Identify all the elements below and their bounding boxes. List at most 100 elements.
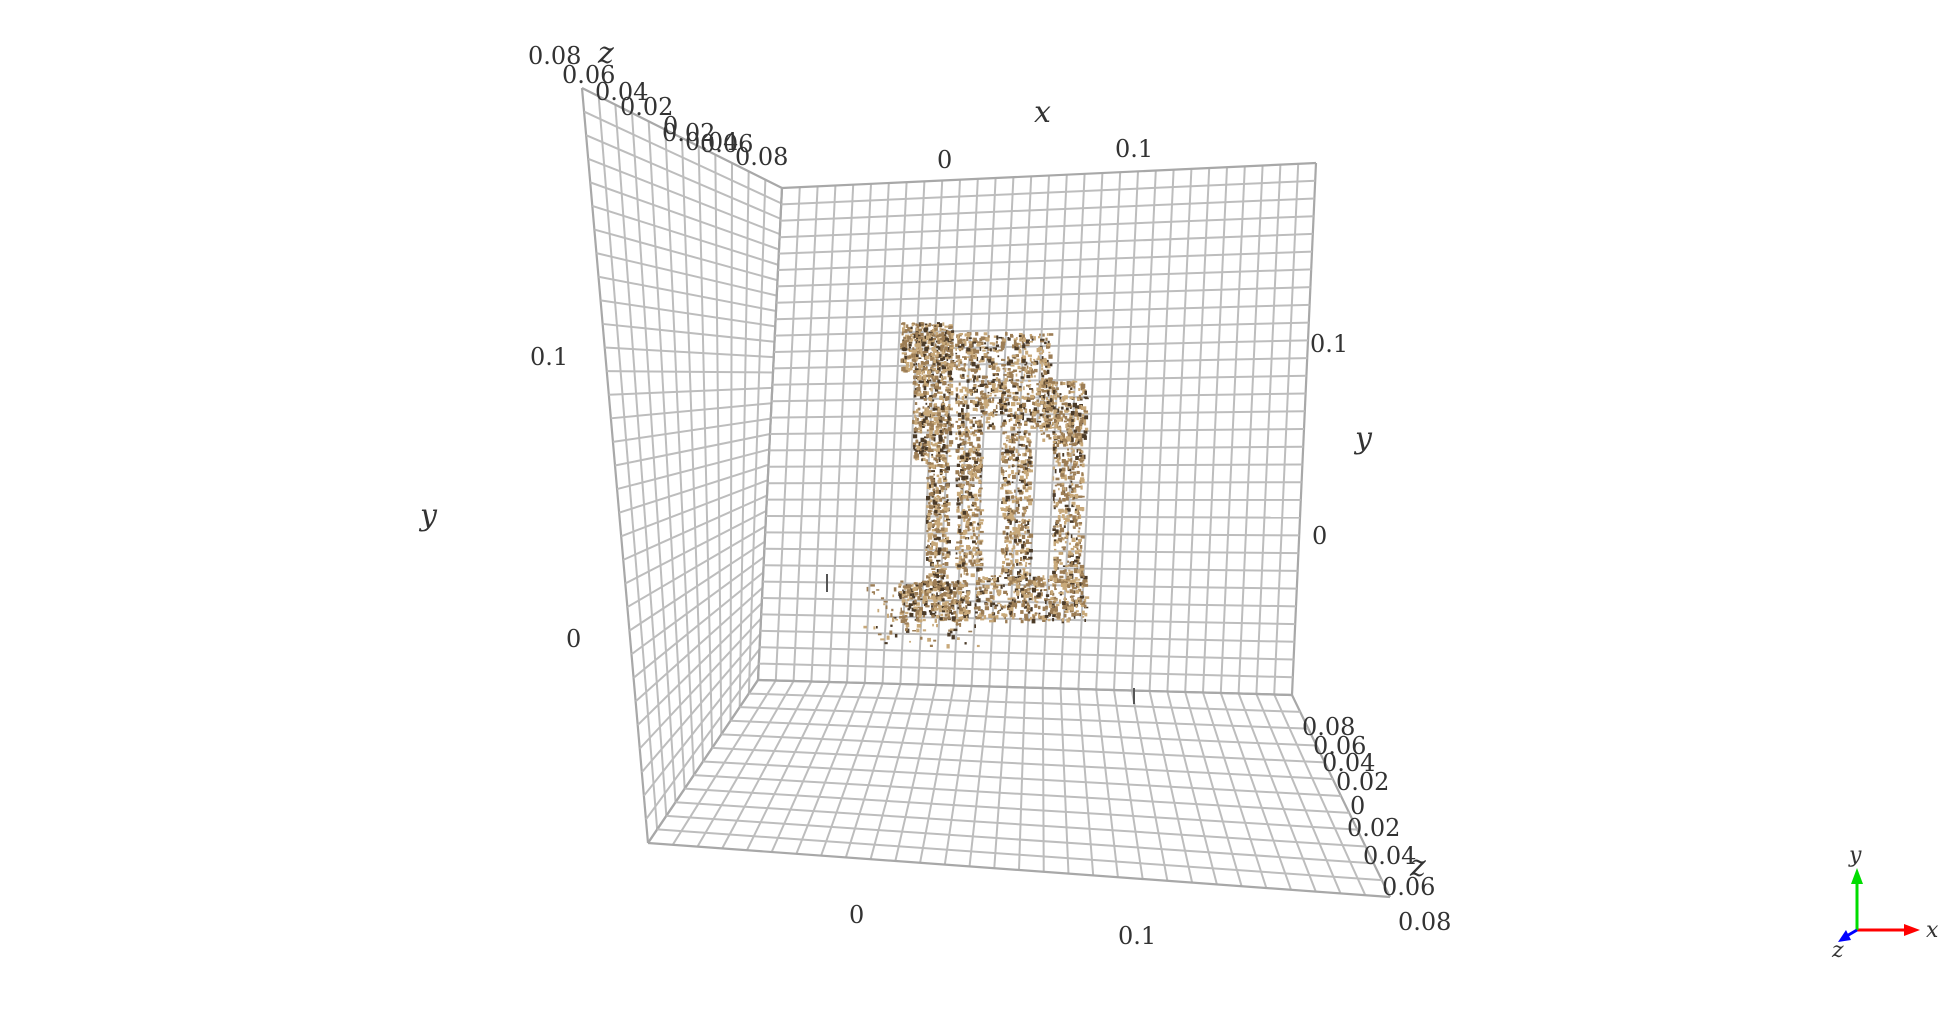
cloud-point — [959, 594, 962, 598]
cloud-point — [1020, 405, 1025, 409]
cloud-point — [962, 530, 968, 535]
cloud-point — [956, 477, 958, 480]
cloud-point — [1079, 514, 1082, 519]
cloud-point — [998, 336, 1003, 339]
cloud-point — [1043, 589, 1048, 591]
cloud-point — [1058, 559, 1062, 562]
gizmo-z-arrowhead — [1838, 930, 1851, 942]
cloud-point — [1001, 447, 1004, 450]
left-z-tick-1: 0.06 — [562, 61, 615, 89]
cloud-point — [992, 414, 995, 418]
cloud-point — [1078, 404, 1081, 409]
cloud-point — [1001, 359, 1006, 361]
cloud-point — [958, 516, 961, 519]
cloud-point — [1078, 553, 1082, 557]
cloud-point — [1065, 407, 1069, 411]
cloud-point — [951, 635, 955, 640]
cloud-point — [902, 591, 906, 595]
cloud-point — [923, 398, 927, 401]
cloud-point — [1063, 433, 1065, 438]
cloud-point — [1062, 439, 1067, 442]
cloud-point — [1030, 616, 1032, 620]
cloud-point — [958, 333, 961, 336]
cloud-point — [920, 351, 923, 356]
cloud-point — [946, 499, 949, 502]
cloud-point — [956, 502, 961, 506]
cloud-point — [1053, 562, 1058, 566]
cloud-point — [1042, 606, 1046, 611]
cloud-point — [976, 598, 980, 603]
cloud-point — [955, 552, 958, 555]
cloud-point — [1014, 534, 1017, 538]
cloud-point — [1072, 587, 1077, 590]
cloud-point — [1052, 574, 1058, 578]
cloud-point — [1004, 540, 1008, 543]
cloud-point — [1053, 451, 1057, 455]
cloud-point — [1029, 409, 1031, 413]
cloud-point — [940, 567, 945, 570]
cloud-point — [1028, 379, 1031, 382]
cloud-point — [950, 352, 952, 356]
cloud-point — [1006, 484, 1009, 487]
cloud-point — [1003, 442, 1007, 446]
cloud-point — [1030, 364, 1033, 367]
cloud-point — [1060, 418, 1063, 422]
cloud-point — [1021, 544, 1025, 549]
cloud-point — [1024, 601, 1028, 604]
cloud-point — [970, 368, 975, 372]
cloud-point — [942, 404, 945, 406]
cloud-point — [1067, 476, 1071, 480]
floor-grid-hline — [721, 733, 1325, 764]
cloud-point — [964, 597, 968, 600]
cloud-point — [968, 448, 974, 453]
cloud-point — [1011, 376, 1014, 380]
cloud-point — [1020, 619, 1024, 624]
cloud-point — [953, 593, 957, 598]
cloud-point — [1058, 533, 1062, 538]
cloud-point — [984, 346, 989, 349]
cloud-point — [1069, 443, 1074, 446]
cloud-point — [973, 337, 977, 342]
cloud-point — [1015, 590, 1020, 594]
cloud-point — [1068, 382, 1071, 385]
cloud-point — [964, 618, 966, 622]
cloud-point — [937, 508, 940, 513]
cloud-point — [965, 610, 968, 614]
cloud-point — [1002, 560, 1006, 565]
cloud-point — [1028, 500, 1033, 506]
cloud-point — [900, 607, 902, 612]
cloud-point — [978, 419, 982, 425]
cloud-point — [992, 391, 996, 394]
cloud-point — [1004, 516, 1006, 520]
cloud-point — [955, 557, 959, 559]
cloud-point — [984, 587, 986, 590]
cloud-point — [1059, 562, 1063, 565]
cloud-point — [971, 477, 975, 482]
left-column-upper-points — [912, 370, 954, 464]
cloud-point — [996, 592, 1002, 596]
cloud-point — [1027, 441, 1032, 444]
cloud-point — [975, 611, 978, 614]
cloud-point — [959, 374, 962, 378]
cloud-point — [963, 363, 967, 366]
cloud-point — [1000, 487, 1004, 490]
cloud-point — [978, 522, 984, 525]
cloud-point — [1083, 408, 1086, 412]
cloud-point — [1020, 376, 1025, 379]
cloud-point — [938, 419, 943, 423]
cloud-point — [964, 613, 969, 618]
cloud-point — [918, 331, 921, 335]
cloud-point — [936, 517, 941, 520]
cloud-point — [936, 412, 941, 417]
cloud-point — [1038, 615, 1043, 620]
cloud-point — [928, 445, 931, 450]
cloud-point — [1081, 463, 1085, 468]
cloud-point — [946, 540, 951, 544]
cloud-point — [1029, 581, 1032, 586]
cloud-point — [1079, 602, 1082, 605]
cloud-point — [933, 588, 938, 592]
cloud-point — [930, 399, 934, 402]
cloud-point — [946, 502, 951, 506]
cloud-point — [957, 564, 962, 568]
